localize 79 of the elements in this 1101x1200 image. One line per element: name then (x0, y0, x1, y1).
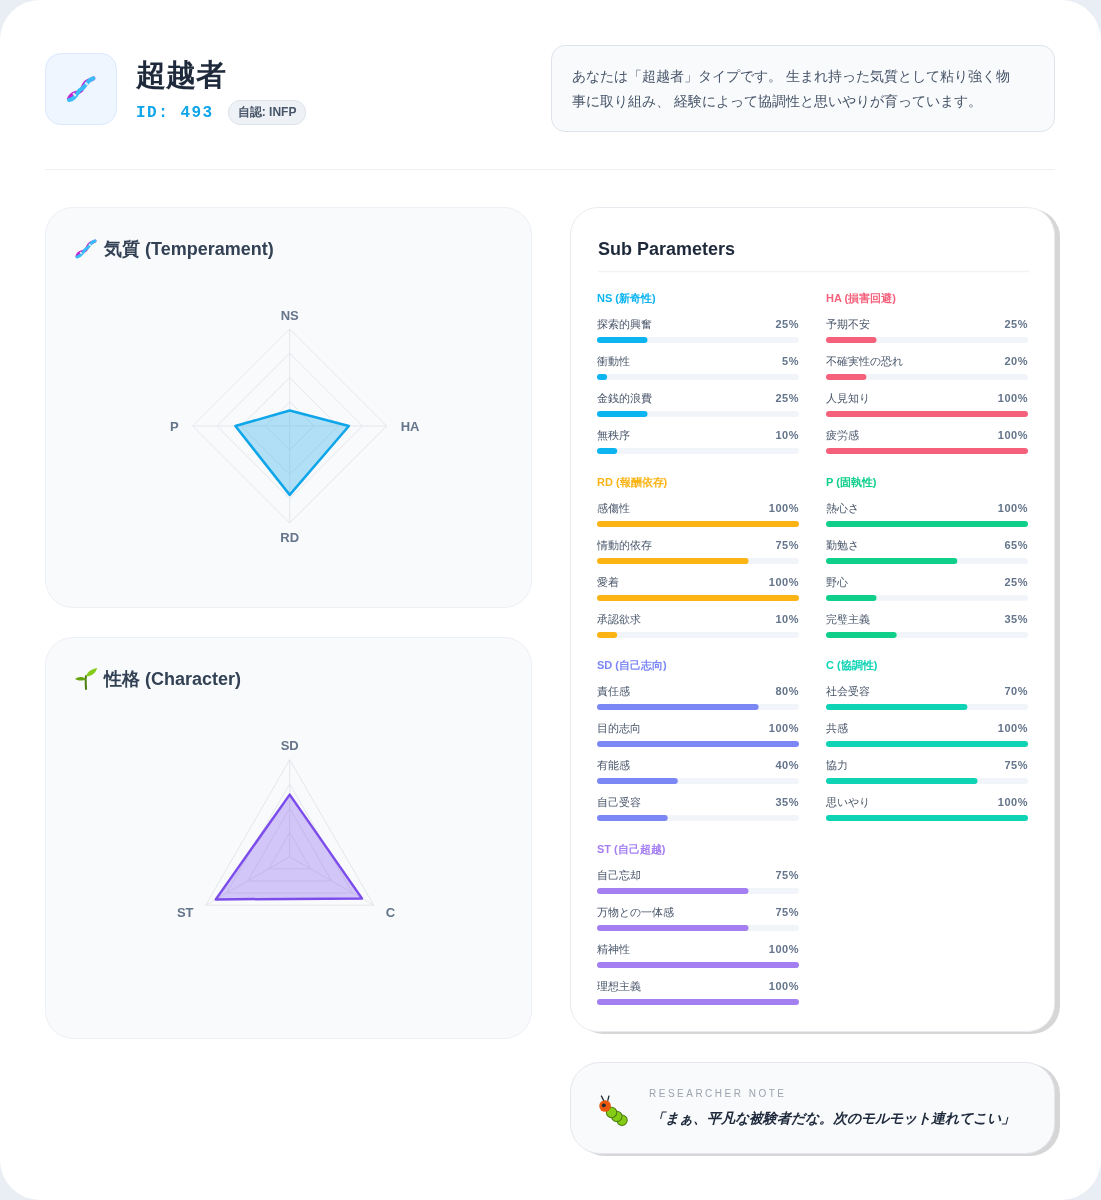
data-label: 100% (768, 575, 799, 588)
y-tick-label: 共感 (826, 722, 848, 735)
data-label: 35% (775, 796, 799, 809)
text: Sub Parameters (598, 238, 736, 261)
data-label: 25% (775, 318, 799, 330)
chart-title: RD (報酬依存) (597, 475, 668, 488)
data-label: 75% (775, 538, 799, 551)
y-tick-label: 感傷性 (597, 501, 630, 514)
data-label: 80% (775, 685, 799, 698)
y-tick-label: 衝動性 (597, 355, 630, 367)
y-tick-label: 愛着 (597, 575, 619, 588)
y-tick-label: 責任感 (597, 685, 630, 698)
y-tick-label: 金銭的浪費 (597, 392, 652, 404)
data-label: 100% (997, 722, 1028, 735)
y-tick-label: 有能感 (597, 759, 630, 772)
text: あなたは「超越者」タイプです。 生まれ持った気質として粘り強く物事に取り組み、 経験によって協調性と思いやりが育っています。 (551, 45, 1055, 132)
y-tick-label: 協力 (826, 759, 848, 772)
spoke-label: C (385, 904, 396, 920)
chart-title: HA (損害回避) (826, 292, 897, 305)
data-label: 20% (1004, 355, 1028, 367)
text: RESEARCHER NOTE (649, 1087, 787, 1101)
data-label: 75% (775, 906, 799, 919)
text: 自認: INFP (227, 100, 307, 125)
y-tick-label: 人見知り (826, 392, 870, 404)
data-label: 10% (775, 612, 799, 625)
data-label: 70% (1004, 685, 1028, 698)
y-tick-label: 理想主義 (597, 980, 641, 993)
data-label: 100% (768, 501, 799, 514)
y-tick-label: 自己忘却 (597, 869, 641, 882)
chart-title: ST (自己超越) (597, 843, 666, 856)
y-tick-label: 探索的興奮 (597, 318, 652, 330)
text: 「まぁ、平凡な被験者だな。次のモルモット連れてこい」 (651, 1109, 1015, 1128)
spoke-label: HA (400, 418, 421, 434)
y-tick-label: 自己受容 (597, 796, 641, 809)
spoke-label: ST (176, 904, 194, 920)
data-label: 10% (775, 429, 799, 441)
data-label: 25% (1004, 318, 1028, 330)
data-label: 75% (775, 869, 799, 882)
data-label: 100% (768, 980, 799, 993)
y-tick-label: 予期不安 (826, 318, 870, 330)
y-tick-label: 社会受容 (826, 685, 870, 698)
data-label: 25% (775, 392, 799, 404)
y-tick-label: 思いやり (825, 796, 870, 809)
data-label: 100% (768, 722, 799, 735)
data-label: 5% (782, 355, 799, 367)
y-tick-label: 熱心さ (826, 501, 859, 514)
data-label: 65% (1004, 538, 1028, 551)
data-label: 100% (768, 943, 799, 956)
chart-title: 性格 (Character) (104, 668, 242, 691)
data-label: 100% (997, 501, 1028, 514)
spoke-label: P (170, 418, 180, 434)
data-label: 35% (1004, 612, 1028, 625)
y-tick-label: 万物との一体感 (597, 906, 674, 919)
chart-title: 気質 (Temperament) (104, 238, 274, 261)
y-tick-label: 勤勉さ (826, 538, 859, 551)
y-tick-label: 野心 (826, 575, 848, 588)
data-label: 100% (997, 796, 1028, 809)
y-tick-label: 疲労感 (826, 429, 859, 441)
y-tick-label: 精神性 (597, 943, 630, 956)
data-label: 100% (997, 429, 1028, 441)
spoke-label: RD (280, 529, 300, 545)
y-tick-label: 目的志向 (597, 722, 641, 735)
chart-title: NS (新奇性) (597, 292, 656, 304)
chart-title: P (固執性) (826, 475, 877, 488)
text: ID: 493 (136, 103, 214, 122)
y-tick-label: 不確実性の恐れ (826, 355, 903, 367)
spoke-label: SD (280, 738, 299, 754)
text: 超越者 (136, 57, 226, 93)
y-tick-label: 情動的依存 (596, 538, 652, 551)
y-tick-label: 完璧主義 (826, 612, 870, 625)
spoke-label: NS (280, 307, 300, 323)
data-label: 40% (775, 759, 799, 772)
data-label: 75% (1004, 759, 1028, 772)
y-tick-label: 無秩序 (597, 429, 630, 441)
chart-title: C (協調性) (826, 659, 878, 672)
data-label: 100% (997, 392, 1028, 404)
y-tick-label: 承認欲求 (597, 612, 641, 625)
chart-title: SD (自己志向) (597, 659, 667, 672)
data-label: 25% (1004, 575, 1028, 588)
